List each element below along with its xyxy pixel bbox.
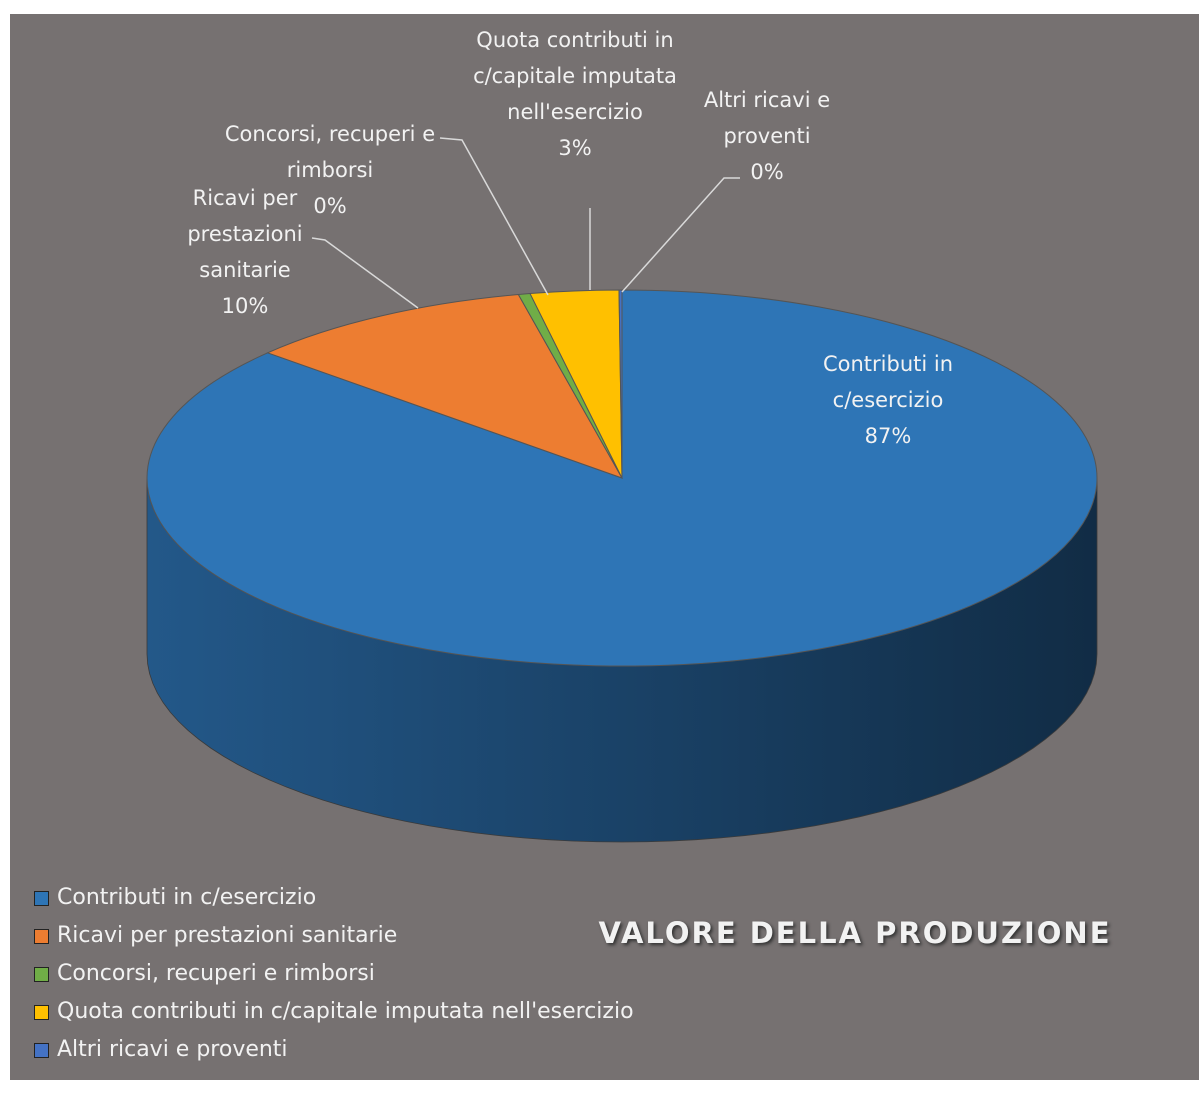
legend-label: Contributi in c/esercizio bbox=[57, 885, 317, 910]
legend-swatch bbox=[34, 1004, 49, 1020]
data-label-value: 3% bbox=[558, 136, 592, 160]
data-label-value: 0% bbox=[750, 160, 784, 184]
leader-line bbox=[439, 137, 549, 296]
legend-item: Ricavi per prestazioni sanitarie bbox=[34, 921, 397, 951]
data-label: Ricavi per prestazioni sanitarie 10% bbox=[170, 180, 320, 324]
pie-slice bbox=[266, 294, 624, 479]
legend-item: Contributi in c/esercizio bbox=[34, 883, 316, 913]
data-label-value: 0% bbox=[313, 194, 347, 218]
legend-item: Altri ricavi e proventi bbox=[34, 1035, 288, 1065]
data-label: Concorsi, recuperi e rimborsi 0% bbox=[210, 116, 450, 224]
legend-label: Altri ricavi e proventi bbox=[57, 1037, 288, 1062]
legend-label: Quota contributi in c/capitale imputata … bbox=[57, 999, 634, 1024]
data-label: Quota contributi in c/capitale imputata … bbox=[470, 22, 680, 166]
data-label-name: Ricavi per prestazioni sanitarie bbox=[187, 186, 303, 282]
data-label: Altri ricavi e proventi 0% bbox=[682, 82, 852, 190]
legend-item: Concorsi, recuperi e rimborsi bbox=[34, 959, 375, 989]
legend-swatch bbox=[34, 890, 49, 906]
legend-label: Concorsi, recuperi e rimborsi bbox=[57, 961, 375, 986]
legend-label: Ricavi per prestazioni sanitarie bbox=[57, 923, 398, 948]
chart-title: VALORE DELLA PRODUZIONE bbox=[598, 916, 1112, 950]
data-label-name: Quota contributi in c/capitale imputata … bbox=[473, 28, 677, 124]
pie-slice bbox=[146, 289, 1098, 667]
data-label-name: Concorsi, recuperi e rimborsi bbox=[224, 122, 436, 182]
data-label-value: 10% bbox=[221, 294, 269, 318]
data-label-value: 87% bbox=[864, 424, 912, 448]
data-label: Contributi in c/esercizio 87% bbox=[798, 346, 978, 454]
leader-line bbox=[621, 177, 740, 293]
pie-slice bbox=[618, 289, 623, 479]
leader-line bbox=[311, 237, 419, 309]
legend-swatch bbox=[34, 966, 49, 982]
data-label-name: Altri ricavi e proventi bbox=[703, 88, 831, 148]
legend-swatch bbox=[34, 1042, 49, 1058]
legend-swatch bbox=[34, 928, 49, 944]
data-label-name: Contributi in c/esercizio bbox=[822, 352, 954, 412]
legend-item: Quota contributi in c/capitale imputata … bbox=[34, 997, 634, 1027]
